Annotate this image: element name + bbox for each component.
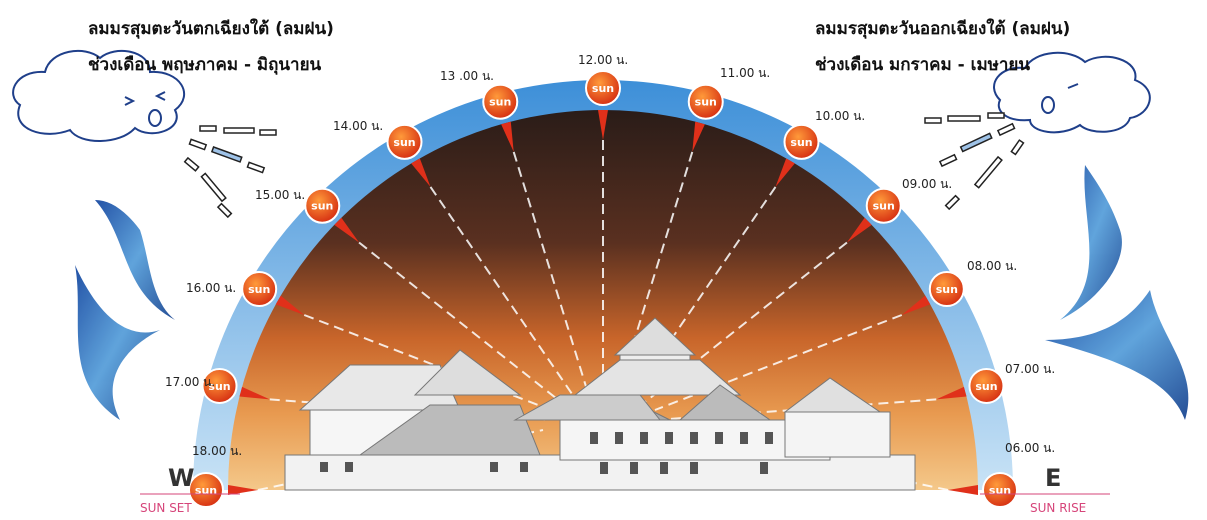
- sun-marker: [411, 158, 431, 187]
- sun-time: 16.00 น.: [186, 281, 236, 295]
- sun: [968, 367, 1005, 404]
- sun-marker: [948, 485, 978, 495]
- wind-swoosh: [75, 165, 1189, 420]
- sun: [585, 70, 621, 106]
- sun: [865, 187, 902, 224]
- sun: [304, 187, 341, 224]
- sun-ray: [654, 314, 903, 411]
- sun-ray: [303, 314, 552, 411]
- building: [284, 317, 916, 491]
- sun: [386, 123, 423, 160]
- sun-marker: [846, 217, 872, 243]
- sun-marker: [692, 121, 705, 152]
- east-caption: SUN RISE: [1030, 501, 1086, 515]
- sun-label: sun: [592, 82, 614, 95]
- sun-label: sun: [975, 380, 997, 393]
- wind-right-title: ลมมรสุมตะวันออกเฉียงใต้ (ลมฝน): [815, 18, 1070, 39]
- sun-label: sun: [695, 96, 717, 109]
- sun-marker: [936, 386, 967, 400]
- sun-marker: [775, 158, 795, 187]
- sun-label: sun: [248, 283, 270, 296]
- sun-marker: [901, 295, 931, 315]
- sun-ray: [429, 186, 574, 396]
- sun: [687, 83, 724, 120]
- sun-label: sun: [208, 380, 230, 393]
- sun-marker: [228, 485, 258, 495]
- wind-left-title: ลมมรสุมตะวันตกเฉียงใต้ (ลมฝน): [88, 18, 334, 39]
- sun-time: 15.00 น.: [255, 188, 305, 202]
- sun-time: 13 .00 น.: [440, 69, 494, 83]
- cloud-face: [124, 91, 166, 106]
- sun-time: 06.00 น.: [1005, 441, 1055, 455]
- sun-time: 11.00 น.: [720, 66, 770, 80]
- cloud-mouth: [1041, 96, 1055, 114]
- sun-time: 18.00 น.: [192, 444, 242, 458]
- cloud-mouth: [148, 109, 162, 127]
- west-caption: SUN SET: [140, 501, 192, 515]
- sun-marker: [334, 217, 360, 243]
- sun: [928, 271, 965, 307]
- sun-time: 08.00 น.: [967, 259, 1017, 273]
- sun-marker: [598, 110, 608, 140]
- sun-ray: [358, 241, 562, 403]
- sun-time: 17.00 น.: [165, 375, 215, 389]
- sun-marker: [239, 386, 270, 400]
- sun: [188, 472, 224, 508]
- sun-label: sun: [873, 200, 895, 213]
- wind-dashes: [183, 112, 1025, 219]
- sun-ray: [512, 151, 589, 392]
- sun: [783, 123, 820, 160]
- wind-right-period: ช่วงเดือน มกราคม - เมษายน: [815, 54, 1030, 75]
- sun-time: 14.00 น.: [333, 119, 383, 133]
- sun-time: 07.00 น.: [1005, 362, 1055, 376]
- sun-label: sun: [195, 484, 217, 497]
- sun: [241, 271, 278, 307]
- sun-marker: [501, 121, 514, 152]
- sun-label: sun: [393, 136, 415, 149]
- west-letter: W: [168, 464, 194, 492]
- cloud-right: [993, 51, 1151, 134]
- sun-time: 09.00 น.: [902, 177, 952, 191]
- sun-label: sun: [936, 283, 958, 296]
- sun-label: sun: [311, 200, 333, 213]
- sun-label: sun: [790, 136, 812, 149]
- sun: [482, 83, 519, 120]
- wind-left-period: ช่วงเดือน พฤษภาคม - มิถุนายน: [88, 54, 322, 75]
- sun-label: sun: [489, 96, 511, 109]
- sun: [982, 472, 1018, 508]
- sun-label: sun: [989, 484, 1011, 497]
- sun-time: 12.00 น.: [578, 53, 628, 67]
- suns: sun 06.00 น. sun 07.00 น. sun 08.00 น. sun 09.0…: [165, 53, 1055, 508]
- east-letter: E: [1045, 464, 1061, 492]
- cloud-face: [1067, 83, 1079, 89]
- sun: [201, 367, 238, 404]
- cloud-left: [12, 49, 186, 142]
- sun-marker: [275, 295, 305, 315]
- sun-time: 10.00 น.: [815, 109, 865, 123]
